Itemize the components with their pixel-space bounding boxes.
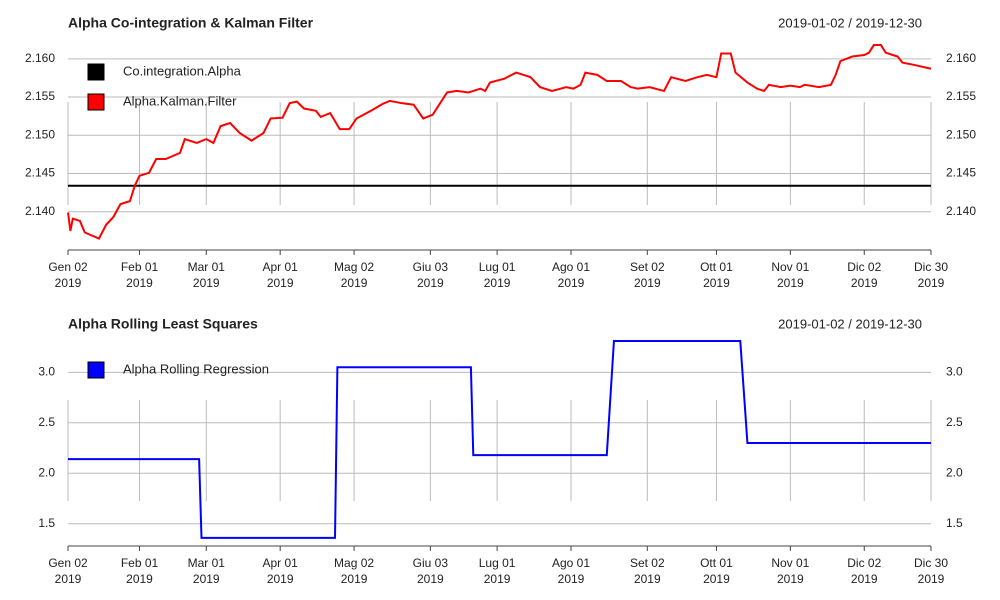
x-tick-label: Dic 30 2019: [914, 556, 948, 586]
x-tick-label: Mar 01 2019: [188, 556, 226, 586]
x-tick-label: Dic 30 2019: [914, 260, 948, 290]
y-tick-label-right: 1.5: [946, 516, 963, 530]
x-tick-label: Ott 01 2019: [700, 556, 733, 586]
y-tick-label: 2.5: [38, 415, 55, 429]
x-tick-label: Mar 01 2019: [188, 260, 226, 290]
series-line: [68, 340, 931, 539]
x-tick-label: Apr 01 2019: [262, 556, 298, 586]
x-tick-label: Feb 01 2019: [121, 556, 159, 586]
y-tick-label-right: 2.5: [946, 415, 963, 429]
y-tick-label-right: 2.160: [946, 51, 976, 65]
y-tick-label-right: 2.155: [946, 89, 976, 103]
y-tick-label: 2.155: [25, 89, 55, 103]
date-range: 2019-01-02 / 2019-12-30: [778, 316, 922, 331]
x-tick-label: Ago 01 2019: [552, 556, 590, 586]
x-tick-label: Set 02 2019: [630, 260, 665, 290]
y-tick-label: 3.0: [38, 364, 55, 378]
x-tick-label: Nov 01 2019: [771, 556, 809, 586]
y-tick-label: 2.160: [25, 51, 55, 65]
y-tick-label-right: 2.150: [946, 127, 976, 141]
x-tick-label: Dic 02 2019: [847, 260, 881, 290]
chart-title: Alpha Co-integration & Kalman Filter: [68, 15, 314, 31]
chart-title: Alpha Rolling Least Squares: [68, 316, 258, 332]
x-tick-label: Feb 01 2019: [121, 260, 159, 290]
x-tick-label: Mag 02 2019: [334, 260, 374, 290]
x-tick-label: Mag 02 2019: [334, 556, 374, 586]
y-tick-label: 2.0: [38, 465, 55, 479]
x-tick-label: Nov 01 2019: [771, 260, 809, 290]
series-line: [67, 44, 932, 240]
y-tick-label: 2.140: [25, 204, 55, 218]
x-tick-label: Ott 01 2019: [700, 260, 733, 290]
legend-label: Alpha Rolling Regression: [123, 361, 269, 376]
y-tick-label: 2.150: [25, 127, 55, 141]
legend-label: Alpha.Kalman.Filter: [123, 93, 237, 108]
legend-swatch: [87, 63, 105, 81]
x-tick-label: Gen 02 2019: [48, 556, 88, 586]
x-tick-label: Lug 01 2019: [479, 260, 516, 290]
x-tick-label: Lug 01 2019: [479, 556, 516, 586]
y-tick-label-right: 3.0: [946, 364, 963, 378]
y-tick-label: 1.5: [38, 516, 55, 530]
date-range: 2019-01-02 / 2019-12-30: [778, 15, 922, 30]
x-tick-label: Giu 03 2019: [413, 556, 449, 586]
x-tick-label: Gen 02 2019: [48, 260, 88, 290]
x-tick-label: Dic 02 2019: [847, 556, 881, 586]
x-tick-label: Set 02 2019: [630, 556, 665, 586]
y-tick-label: 2.145: [25, 166, 55, 180]
legend-swatch: [87, 93, 105, 111]
y-tick-label-right: 2.0: [946, 465, 963, 479]
x-tick-label: Giu 03 2019: [413, 260, 449, 290]
legend-label: Co.integration.Alpha: [123, 63, 242, 78]
y-tick-label-right: 2.145: [946, 166, 976, 180]
y-tick-label-right: 2.140: [946, 204, 976, 218]
x-tick-label: Ago 01 2019: [552, 260, 590, 290]
legend-swatch: [87, 361, 105, 379]
x-tick-label: Apr 01 2019: [262, 260, 298, 290]
